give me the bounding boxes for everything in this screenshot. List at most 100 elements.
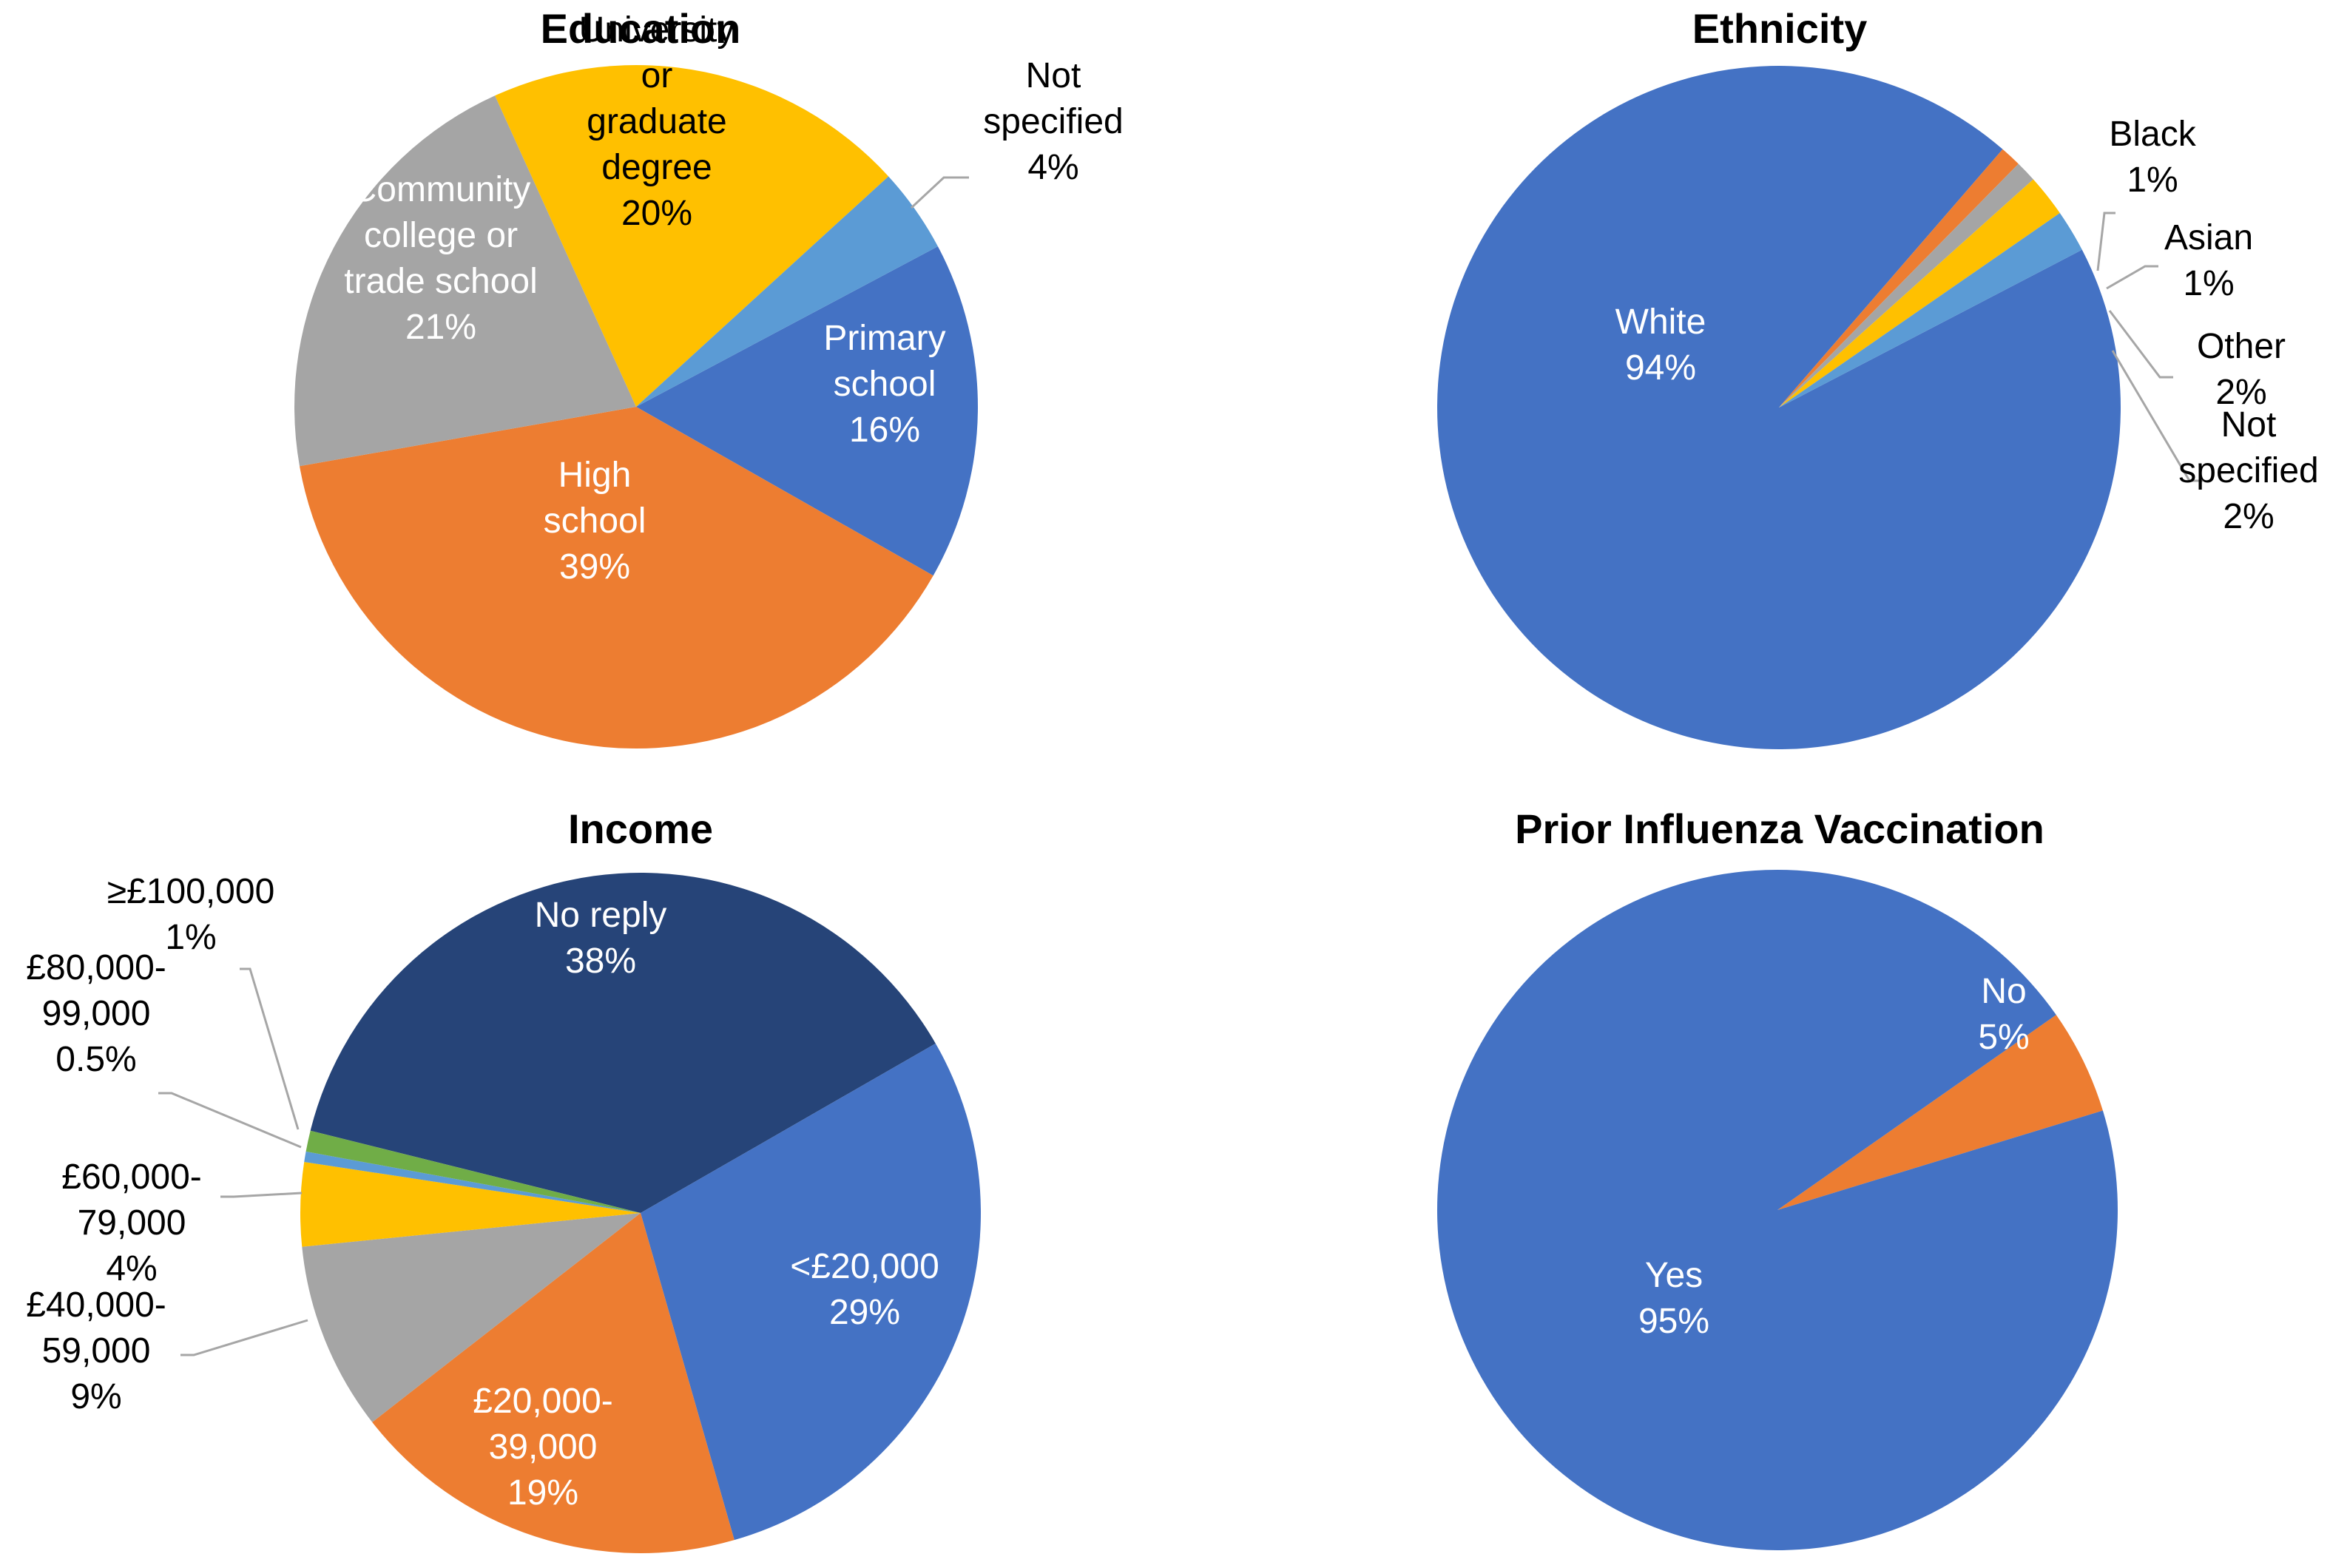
pie-slice-black — [1779, 149, 2019, 408]
data-label-line: No — [1981, 972, 2026, 1011]
income-pie: No reply 38%<£20,000 29%£20,000-39,000 19%£… — [26, 872, 981, 1553]
pie-slice-no — [1777, 1015, 2103, 1210]
pie-slice-60-000-79-000 — [300, 1162, 641, 1247]
data-label-line: £60,000- — [61, 1158, 202, 1197]
data-label-line: £40,000- — [26, 1285, 166, 1325]
data-label: No reply 38% — [535, 896, 667, 981]
data-label-line: graduate — [587, 102, 727, 141]
data-label-line: Not — [2221, 405, 2277, 445]
data-label-line: 19% — [507, 1473, 578, 1513]
pie-slice-university-or-graduate-degree — [495, 64, 889, 408]
pie-slice-80-000-99-000 — [304, 1151, 641, 1213]
ethnicity-pie: White 94%Black 1%Asian 1%Other 2%Not specifie… — [1437, 66, 2319, 750]
pie-slice-20-000 — [641, 1043, 981, 1541]
data-label-line: £80,000- — [26, 948, 166, 987]
pie-slice-not-specified — [1779, 212, 2082, 408]
leader-line — [2108, 310, 2173, 379]
data-label-line: 0.5% — [55, 1040, 136, 1079]
data-label-line: 9% — [70, 1377, 121, 1416]
data-label-line: Asian — [2164, 218, 2253, 257]
data-label-line: 2% — [2215, 373, 2266, 412]
leader-line — [2106, 265, 2158, 290]
data-label-line: 1% — [2127, 160, 2178, 200]
pie-slice-community-college-or-trade-school — [294, 95, 636, 467]
pie-slice-other — [1779, 179, 2060, 408]
leader-line — [158, 1092, 302, 1149]
data-label-line: Not — [1026, 56, 1081, 95]
data-label-line: 39,000 — [489, 1427, 598, 1467]
data-label-line: ≥£100,000 — [107, 872, 275, 911]
ethnicity-chart: Ethnicity White 94%Black 1%Asian 1%Other 2%N… — [1437, 5, 2319, 750]
data-label: Black 1% — [2109, 115, 2196, 200]
pie-slice-not-specified — [636, 176, 938, 407]
data-label-line: 29% — [829, 1293, 900, 1332]
data-label-line: 4% — [1027, 148, 1078, 187]
data-label-line: 16% — [849, 410, 920, 450]
pie-slice-no-reply — [310, 872, 936, 1213]
leader-line — [240, 967, 300, 1130]
data-label: University or graduate degree 20% — [579, 10, 735, 233]
data-label-line: 5% — [1978, 1018, 2029, 1057]
pie-slice-20-000-39-000 — [372, 1213, 735, 1553]
education-chart-title: Education — [541, 5, 741, 52]
data-label-line: 2% — [2223, 497, 2274, 536]
data-label-line: specified — [983, 102, 1123, 141]
leader-line — [2111, 350, 2203, 482]
data-label: £40,000- 59,000 9% — [26, 1285, 166, 1416]
pie-slice-high-school — [300, 407, 933, 749]
data-label-line: 21% — [405, 308, 476, 347]
pie-slice-primary-school — [636, 246, 979, 576]
data-label-line: 4% — [106, 1249, 157, 1288]
data-label: <£20,000 29% — [790, 1247, 939, 1332]
education-pie: Primary school 16% High school 39% Community co… — [294, 10, 1124, 749]
pie-slice-asian — [1779, 163, 2033, 408]
income-chart: Income No reply 38% <£20,000 29% £20,000- 39,… — [26, 805, 981, 1553]
data-label-line: specified — [2178, 451, 2318, 490]
pie-slice-100-000 — [305, 1130, 641, 1213]
data-label: White 94% — [1615, 303, 1706, 388]
data-label: £20,000- 39,000 19% — [473, 1382, 613, 1513]
data-label-line: 38% — [565, 942, 636, 981]
leader-line — [220, 1192, 303, 1198]
leader-line — [180, 1319, 308, 1356]
data-label-line: Black — [2109, 115, 2196, 154]
data-label-line: Community — [351, 170, 531, 209]
leader-line — [910, 176, 969, 209]
data-label-line: High — [558, 456, 632, 495]
data-label-line: 20% — [621, 194, 692, 233]
data-label-line: 59,000 — [42, 1331, 151, 1371]
data-label-line: or — [641, 56, 673, 95]
data-label-line: 99,000 — [42, 994, 151, 1033]
education-chart: Education Primary school 16% High school 39% C… — [294, 5, 1124, 749]
data-label-line: 1% — [2183, 264, 2234, 303]
data-label-line: <£20,000 — [790, 1247, 939, 1286]
data-label-line: White — [1615, 303, 1706, 342]
data-label-line: 79,000 — [78, 1203, 186, 1243]
pie-slice-40-000-59-000 — [302, 1213, 641, 1422]
data-label-line: school — [834, 365, 936, 404]
data-label-line: Yes — [1645, 1256, 1703, 1295]
data-label-line: University — [579, 10, 735, 50]
ethnicity-chart-title: Ethnicity — [1692, 5, 1867, 52]
income-chart-title: Income — [568, 805, 713, 852]
leader-line — [2096, 212, 2115, 271]
data-label: Asian 1% — [2164, 218, 2253, 303]
vaccination-chart-title: Prior Influenza Vaccination — [1515, 805, 2044, 852]
data-label-line: trade school — [344, 262, 538, 301]
data-label-line: 95% — [1638, 1302, 1709, 1341]
vaccination-pie: No 5% Yes 95% — [1436, 869, 2118, 1550]
pie-slice-white — [1437, 66, 2121, 750]
data-label: High school 39% — [544, 456, 646, 587]
data-label-line: £20,000- — [473, 1382, 613, 1421]
pie-slice-yes — [1436, 869, 2118, 1550]
data-label-line: 1% — [165, 918, 216, 957]
data-label-line: 39% — [559, 547, 630, 587]
data-label: Community college or trade school 21% — [344, 170, 538, 347]
data-label-line: Primary — [823, 319, 945, 358]
data-label: Not specified 2% — [2178, 405, 2318, 536]
data-label: Other 2% — [2197, 327, 2286, 412]
data-label: Yes 95% — [1638, 1256, 1709, 1341]
data-label-line: Other — [2197, 327, 2286, 366]
data-label: Primary school 16% — [823, 319, 945, 450]
